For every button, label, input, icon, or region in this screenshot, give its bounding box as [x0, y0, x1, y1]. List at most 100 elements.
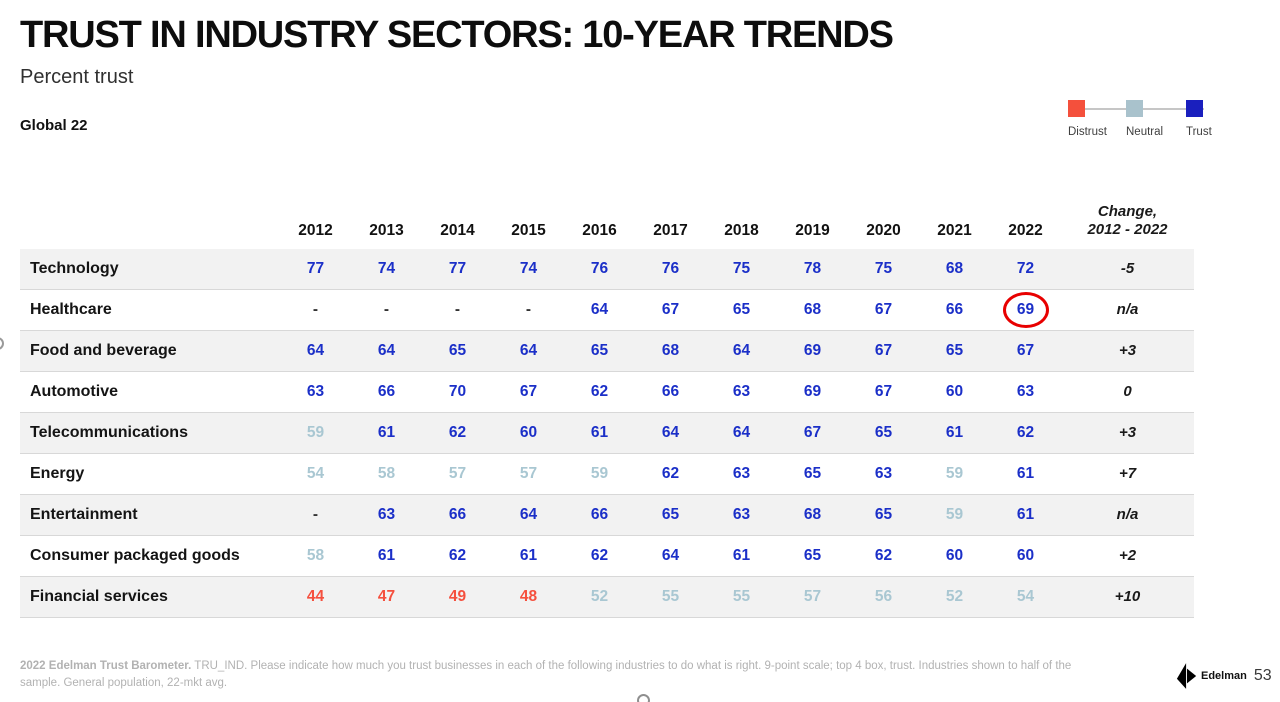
value-cell: 58 — [306, 547, 325, 564]
value-cell: 60 — [519, 424, 538, 441]
value-cell: 72 — [1016, 260, 1035, 277]
year-header: 2013 — [369, 222, 404, 239]
page-title: TRUST IN INDUSTRY SECTORS: 10-YEAR TREND… — [20, 14, 894, 56]
value-cell: 69 — [803, 342, 822, 359]
value-cell: 76 — [590, 260, 609, 277]
value-cell: 66 — [590, 506, 609, 523]
value-cell: 60 — [945, 547, 964, 564]
value-cell: 61 — [1016, 506, 1035, 523]
value-cell: 76 — [661, 260, 680, 277]
clipped-circle-mark-left — [0, 337, 4, 350]
value-cell: 67 — [1016, 342, 1035, 359]
table-row: Healthcare - - - - 64 67 65 68 67 66 69 n/a — [20, 290, 1194, 331]
value-cell: 57 — [448, 465, 467, 482]
value-cell: 57 — [803, 588, 822, 605]
table-row: Automotive 63 66 70 67 62 66 63 69 67 60 63 0 — [20, 372, 1194, 413]
row-label: Food and beverage — [30, 342, 177, 359]
value-cell: 44 — [306, 588, 325, 605]
change-cell: +10 — [1114, 587, 1141, 605]
legend-label-neutral: Neutral — [1126, 126, 1164, 138]
value-cell: 65 — [732, 301, 751, 318]
value-cell: 52 — [945, 588, 964, 605]
highlight-circle: 69 — [1002, 292, 1049, 328]
value-cell: 62 — [874, 547, 893, 564]
value-cell: 59 — [945, 506, 964, 523]
year-header: 2016 — [582, 222, 617, 239]
value-cell: 62 — [590, 383, 609, 400]
trust-scale-legend: Distrust Neutral Trust — [1068, 100, 1220, 148]
value-cell: 61 — [519, 547, 538, 564]
neutral-swatch-icon — [1126, 100, 1143, 117]
value-cell: 63 — [1016, 383, 1035, 400]
value-cell: 61 — [732, 547, 751, 564]
year-header: 2014 — [440, 222, 475, 239]
row-label: Entertainment — [30, 506, 138, 523]
value-cell: 57 — [519, 465, 538, 482]
value-cell: 54 — [1016, 588, 1035, 605]
brand-block: Edelman 53 — [1176, 663, 1272, 689]
value-cell: 62 — [448, 424, 467, 441]
value-cell: 77 — [448, 260, 467, 277]
scope-label: Global 22 — [20, 117, 88, 134]
value-cell: 61 — [377, 547, 396, 564]
value-cell: 55 — [732, 588, 751, 605]
value-cell: 62 — [590, 547, 609, 564]
value-cell: 68 — [945, 260, 964, 277]
table-row: Energy 54 58 57 57 59 62 63 65 63 59 61 +7 — [20, 454, 1194, 495]
value-cell: 62 — [1016, 424, 1035, 441]
table-header-row: 2012 2013 2014 2015 2016 2017 2018 2019 2020 2021… — [20, 190, 1194, 249]
table-row: Food and beverage 64 64 65 64 65 68 64 69 67 65 67 +… — [20, 331, 1194, 372]
legend-label-trust: Trust — [1186, 126, 1212, 138]
year-header: 2019 — [795, 222, 830, 239]
change-cell: +3 — [1118, 341, 1137, 359]
value-cell: 65 — [661, 506, 680, 523]
value-cell: 70 — [448, 383, 467, 400]
row-label: Telecommunications — [30, 424, 188, 441]
value-cell: 64 — [661, 424, 680, 441]
value-cell: 65 — [590, 342, 609, 359]
change-cell: n/a — [1116, 300, 1139, 318]
distrust-swatch-icon — [1068, 100, 1085, 117]
value-cell: 47 — [377, 588, 396, 605]
value-cell: 65 — [945, 342, 964, 359]
value-cell: 75 — [732, 260, 751, 277]
value-cell: 60 — [945, 383, 964, 400]
value-cell: 64 — [519, 506, 538, 523]
row-label: Automotive — [30, 383, 118, 400]
table-row: Technology 77 74 77 74 76 76 75 78 75 68 72 -5 — [20, 249, 1194, 290]
value-cell: 59 — [945, 465, 964, 482]
clipped-circle-mark-bottom — [637, 694, 650, 702]
row-label: Healthcare — [30, 301, 112, 318]
page-subtitle: Percent trust — [20, 66, 134, 88]
value-cell: 58 — [377, 465, 396, 482]
value-cell: 66 — [377, 383, 396, 400]
value-cell: 67 — [874, 301, 893, 318]
legend-label-distrust: Distrust — [1068, 126, 1107, 138]
value-cell: 64 — [732, 424, 751, 441]
value-cell: 68 — [803, 506, 822, 523]
value-cell: 68 — [661, 342, 680, 359]
value-cell: 64 — [590, 301, 609, 318]
value-cell: 61 — [945, 424, 964, 441]
year-header: 2012 — [298, 222, 333, 239]
value-cell: 68 — [803, 301, 822, 318]
change-cell: n/a — [1116, 505, 1139, 523]
change-cell: +2 — [1118, 546, 1137, 564]
footnote: 2022 Edelman Trust Barometer. TRU_IND. P… — [20, 658, 1095, 693]
value-cell: 54 — [306, 465, 325, 482]
value-cell: 65 — [874, 506, 893, 523]
value-cell: - — [525, 301, 532, 318]
value-cell: 61 — [590, 424, 609, 441]
footnote-text: TRU_IND. Please indicate how much you tr… — [20, 660, 1072, 690]
value-cell: - — [312, 506, 319, 523]
value-cell: 78 — [803, 260, 822, 277]
value-cell: 69 — [803, 383, 822, 400]
value-cell: 63 — [874, 465, 893, 482]
value-cell: 66 — [661, 383, 680, 400]
row-label: Energy — [30, 465, 85, 482]
row-label: Financial services — [30, 588, 168, 605]
value-cell: 66 — [945, 301, 964, 318]
value-cell: 59 — [590, 465, 609, 482]
value-cell: 49 — [448, 588, 467, 605]
value-cell: 61 — [1016, 465, 1035, 482]
